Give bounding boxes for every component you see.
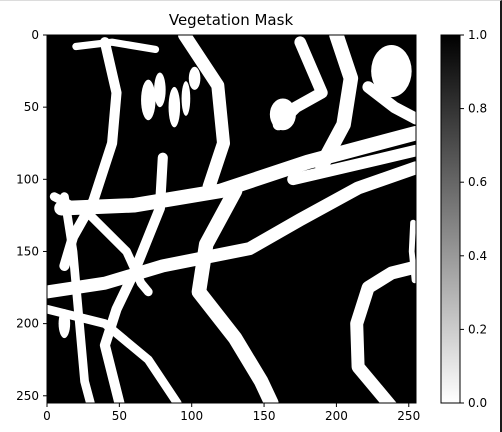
- mask-region-lower-diagonal: [47, 161, 416, 299]
- mask-region-diagonal-road-upper: [287, 144, 416, 186]
- y-tick-label: 50: [24, 100, 39, 114]
- colorbar-axis: 0.0 0.2 0.4 0.6 0.8 1.0: [460, 28, 487, 410]
- mask-region-center-right-curve: [314, 35, 359, 173]
- x-tick-label: 50: [112, 409, 127, 423]
- mask-region-field-block-4: [181, 81, 191, 116]
- mask-region-upper-center-curve: [178, 35, 230, 193]
- colorbar-tick-label: 0.6: [468, 175, 487, 189]
- mask-region-top-right-blob: [371, 45, 412, 98]
- mask-region-top-right-spur: [362, 81, 416, 125]
- mask-region-top-left-strip: [72, 38, 160, 53]
- mask-region-center-drop-to-bottom: [191, 183, 279, 403]
- y-axis: 0 50 100 150 200 250: [16, 28, 47, 403]
- mask-region-diagonal-road-main: [54, 125, 416, 216]
- y-tick-label: 200: [16, 317, 39, 331]
- colorbar: 0.0 0.2 0.4 0.6 0.8 1.0: [440, 28, 487, 410]
- x-axis: 0 50 100 150 200 250: [43, 403, 420, 423]
- x-tick-label: 200: [325, 409, 348, 423]
- x-tick-label: 150: [253, 409, 276, 423]
- x-tick-label: 0: [43, 409, 51, 423]
- x-tick-label: 100: [180, 409, 203, 423]
- mask-region-field-block-1: [141, 79, 156, 121]
- y-tick-label: 250: [16, 389, 39, 403]
- colorbar-tick-label: 0.2: [468, 322, 487, 336]
- mask-region-cross-branch: [49, 192, 153, 297]
- colorbar-tick-label: 1.0: [468, 28, 487, 42]
- mask-region-upper-blob: [269, 98, 296, 131]
- colorbar-gradient: [440, 34, 461, 404]
- y-tick-label: 150: [16, 244, 39, 258]
- mask-region-right-ring-curve: [350, 260, 416, 403]
- y-tick-label: 100: [16, 172, 39, 186]
- heatmap-plot-area: [46, 34, 417, 404]
- x-tick-label: 250: [397, 409, 420, 423]
- mask-region-field-block-2: [154, 72, 166, 108]
- mask-region-field-block-3: [168, 86, 181, 128]
- mask-region-field-block-5: [188, 66, 201, 90]
- y-tick-label: 0: [31, 28, 39, 42]
- mask-layer: [47, 35, 416, 403]
- plot-frame: [46, 34, 417, 404]
- mask-region-left-patch: [58, 309, 71, 339]
- chart-title: Vegetation Mask: [169, 11, 294, 29]
- colorbar-tick-label: 0.8: [468, 102, 487, 116]
- colorbar-tick-label: 0.0: [468, 396, 487, 410]
- mask-region-right-edge-stub: [408, 219, 416, 284]
- mask-region-left-lower-diagonal: [47, 304, 182, 403]
- colorbar-tick-label: 0.4: [468, 249, 487, 263]
